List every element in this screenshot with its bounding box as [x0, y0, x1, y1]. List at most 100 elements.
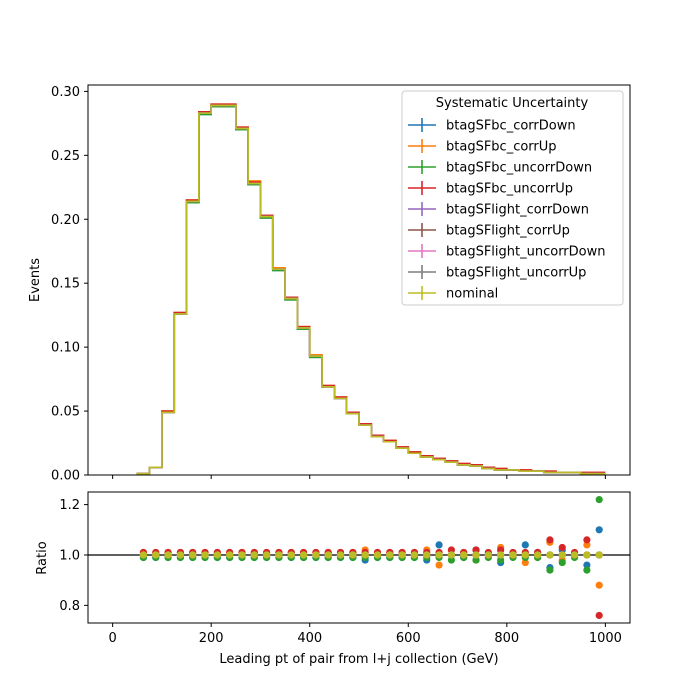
ratio-point-btagSFbc_uncorrUp [558, 543, 566, 552]
legend-label-btagSFbc_corrUp: btagSFbc_corrUp [446, 140, 557, 155]
ratio-x-tick-label: 0 [108, 631, 116, 646]
ratio-point-nominal [164, 551, 172, 559]
ratio-point-btagSFbc_uncorrUp [595, 611, 603, 620]
ratio-point-nominal [152, 551, 160, 559]
legend-entries: btagSFbc_corrDown btagSFbc_corrUp btagSFbc… [408, 118, 606, 302]
legend-label-nominal: nominal [446, 287, 498, 302]
ratio-point-nominal [435, 551, 443, 559]
ratio-point-nominal [361, 551, 369, 559]
ratio-point-nominal [238, 551, 246, 559]
ratio-point-btagSFbc_uncorrDown [546, 566, 554, 574]
main-x-ticks [112, 475, 606, 479]
main-histogram-panel: 0.00 0.05 0.10 0.15 0.20 0.25 0.30 Events Syst… [28, 84, 631, 484]
main-y-axis-label: Events [28, 258, 43, 302]
ratio-point-nominal [595, 551, 603, 559]
ratio-point-nominal [447, 551, 455, 559]
ratio-point-nominal [176, 551, 184, 559]
ratio-point-btagSFbc_uncorrDown [447, 556, 455, 564]
main-y-tick-label: 0.20 [51, 213, 80, 228]
ratio-point-nominal [299, 551, 308, 559]
legend-label-btagSFlight_uncorrUp: btagSFlight_uncorrUp [446, 266, 586, 281]
main-y-tick-label: 0.05 [51, 405, 80, 420]
ratio-point-btagSFbc_uncorrUp [472, 546, 480, 554]
ratio-x-tick-label: 400 [297, 631, 322, 646]
ratio-x-tick-label: 600 [396, 631, 421, 646]
ratio-panel: 0 200 400 600 800 1000 0.8 1.0 1.2 Ratio Leadin… [35, 491, 631, 667]
main-y-tick-label: 0.00 [51, 469, 80, 484]
ratio-y-tick-label: 1.2 [59, 498, 80, 513]
legend-title: Systematic Uncertainty [436, 96, 589, 111]
ratio-point-nominal [263, 551, 271, 559]
main-series-nominal [136, 104, 606, 475]
ratio-point-btagSFbc_corrDown [521, 541, 529, 549]
ratio-point-nominal [324, 551, 332, 559]
main-y-tick-label: 0.15 [51, 277, 80, 292]
ratio-point-nominal [275, 551, 283, 559]
legend-label-btagSFlight_corrDown: btagSFlight_corrDown [446, 203, 589, 218]
ratio-y-tick-label: 0.8 [59, 599, 80, 614]
ratio-point-nominal [558, 551, 566, 559]
legend-label-btagSFbc_uncorrUp: btagSFbc_uncorrUp [446, 182, 573, 197]
ratio-point-nominal [189, 551, 197, 559]
ratio-point-nominal [460, 551, 468, 559]
ratio-x-tick-label: 1000 [589, 631, 622, 646]
ratio-point-btagSFbc_uncorrUp [583, 536, 591, 544]
legend-label-btagSFbc_corrDown: btagSFbc_corrDown [446, 119, 576, 134]
ratio-point-nominal [373, 551, 382, 559]
main-y-tick-label: 0.25 [51, 149, 80, 164]
ratio-point-nominal [213, 551, 221, 559]
ratio-point-nominal [534, 551, 542, 559]
ratio-x-tick-label: 200 [199, 631, 224, 646]
main-y-tick-label: 0.10 [51, 341, 80, 356]
ratio-point-btagSFbc_corrDown [583, 561, 591, 569]
main-axes-frame [87, 84, 631, 476]
ratio-point-nominal [570, 551, 579, 559]
ratio-point-btagSFbc_uncorrDown [595, 495, 603, 504]
ratio-point-btagSFbc_uncorrUp [447, 546, 455, 554]
ratio-point-nominal [521, 551, 529, 559]
legend-box [401, 90, 624, 306]
ratio-point-nominal [250, 551, 258, 559]
ratio-point-nominal [349, 551, 357, 559]
ratio-point-btagSFbc_corrUp [595, 581, 603, 589]
ratio-point-nominal [546, 551, 554, 559]
ratio-point-nominal [312, 551, 320, 559]
ratio-point-nominal [398, 551, 406, 559]
ratio-point-nominal [472, 551, 480, 559]
main-y-tick-label: 0.30 [51, 85, 80, 100]
ratio-x-ticks: 0 200 400 600 800 1000 [108, 623, 622, 646]
ratio-point-nominal [423, 551, 431, 559]
ratio-point-btagSFbc_uncorrDown [497, 556, 505, 564]
main-y-ticks: 0.00 0.05 0.10 0.15 0.20 0.25 0.30 [51, 85, 88, 484]
ratio-point-nominal [336, 551, 345, 559]
ratio-point-nominal [201, 551, 209, 559]
ratio-point-btagSFbc_uncorrDown [472, 556, 480, 564]
ratio-point-btagSFbc_corrUp [583, 541, 591, 549]
ratio-y-ticks: 0.8 1.0 1.2 [59, 498, 88, 614]
ratio-axes-frame [87, 491, 631, 624]
ratio-x-tick-label: 800 [494, 631, 519, 646]
ratio-y-tick-label: 1.0 [59, 548, 80, 563]
ratio-point-btagSFbc_corrDown [435, 541, 443, 549]
ratio-point-nominal [139, 551, 148, 559]
ratio-point-nominal [497, 551, 505, 559]
x-axis-label: Leading pt of pair from l+j collection (… [219, 652, 498, 667]
ratio-point-btagSFbc_uncorrUp [497, 546, 505, 554]
ratio-points-group [139, 495, 603, 620]
ratio-point-nominal [484, 551, 492, 559]
ratio-point-btagSFbc_uncorrUp [546, 536, 554, 544]
ratio-point-nominal [410, 551, 419, 559]
main-series-btagSFbc_uncorrUp [136, 103, 606, 475]
ratio-point-nominal [509, 551, 517, 559]
ratio-point-btagSFbc_uncorrDown [583, 566, 591, 574]
ratio-point-btagSFbc_corrDown [595, 526, 603, 534]
ratio-point-nominal [583, 551, 591, 559]
legend-label-btagSFlight_uncorrDown: btagSFlight_uncorrDown [446, 245, 606, 260]
ratio-point-btagSFbc_uncorrDown [558, 558, 566, 567]
ratio-point-btagSFbc_corrUp [521, 558, 529, 567]
legend-label-btagSFlight_corrUp: btagSFlight_corrUp [446, 224, 570, 239]
legend-label-btagSFbc_uncorrDown: btagSFbc_uncorrDown [446, 161, 592, 176]
main-series-group [136, 103, 606, 475]
ratio-point-btagSFbc_corrUp [435, 561, 443, 569]
